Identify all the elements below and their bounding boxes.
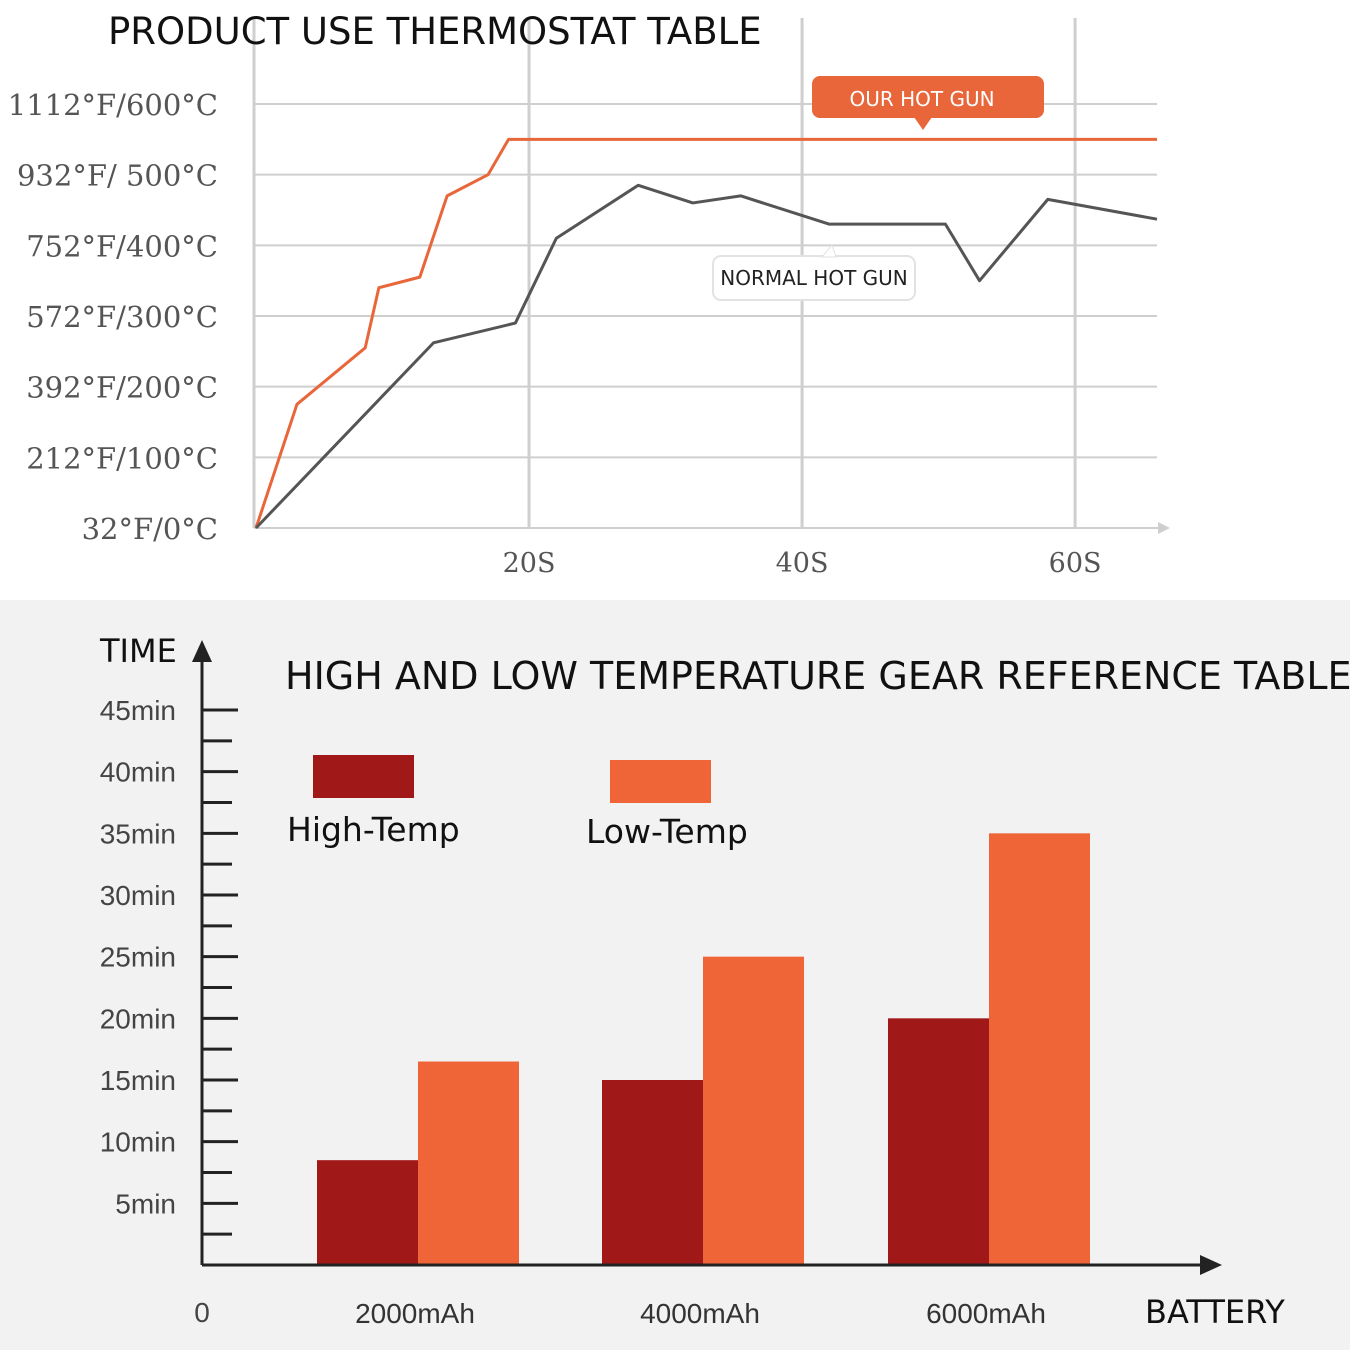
our-hot-gun-callout: OUR HOT GUN	[812, 76, 1044, 130]
legend-low-temp-label: Low-Temp	[586, 812, 748, 851]
bar-low-temp	[989, 833, 1090, 1265]
thermostat-chart-panel: 1112°F/600°C 932°F/ 500°C 752°F/400°C 572°F…	[0, 0, 1350, 600]
bar-high-temp	[888, 1018, 989, 1265]
normal-hot-gun-line	[254, 183, 1158, 530]
thermostat-chart: 1112°F/600°C 932°F/ 500°C 752°F/400°C 572°F…	[8, 10, 1170, 579]
y-tick-label: 212°F/100°C	[26, 441, 218, 475]
x-tick-label: 20S	[503, 548, 556, 579]
x-axis-arrow	[1200, 1255, 1222, 1275]
y-tick-label: 5min	[115, 1188, 176, 1219]
normal-hot-gun-callout-box	[712, 255, 916, 301]
x-tick-label: 60S	[1049, 548, 1102, 579]
bar-low-temp	[418, 1061, 519, 1265]
our-hot-gun-line	[254, 137, 1157, 529]
y-tick-label: 1112°F/600°C	[8, 88, 218, 122]
y-tick-label: 40min	[100, 757, 176, 788]
y-tick-label: 35min	[100, 818, 176, 849]
x-tick-label: 40S	[776, 548, 829, 579]
y-tick-label: 30min	[100, 880, 176, 911]
y-tick-label: 45min	[100, 695, 176, 726]
y-tick-label: 932°F/ 500°C	[17, 159, 218, 193]
x-axis-label: BATTERY	[1145, 1293, 1285, 1331]
normal-hot-gun-label: NORMAL HOT GUN	[720, 266, 908, 290]
legend: High-Temp Low-Temp	[287, 755, 748, 851]
bar-low-temp	[703, 956, 804, 1265]
y-axis-arrow	[192, 640, 212, 662]
x-axis-arrow	[1158, 522, 1170, 534]
y-tick-label: 752°F/400°C	[26, 229, 218, 263]
y-tick-label: 15min	[100, 1065, 176, 1096]
gear-reference-chart-title: HIGH AND LOW TEMPERATURE GEAR REFERENCE …	[285, 654, 1350, 698]
thermostat-chart-title: PRODUCT USE THERMOSTAT TABLE	[108, 10, 762, 53]
our-hot-gun-callout-pointer	[914, 117, 932, 130]
x-tick-label: 4000mAh	[640, 1298, 760, 1329]
legend-high-temp-swatch	[313, 755, 414, 798]
legend-low-temp-swatch	[610, 760, 711, 803]
y-tick-label: 392°F/200°C	[26, 371, 218, 405]
normal-hot-gun-callout: NORMAL HOT GUN	[712, 243, 916, 301]
y-tick-label: 32°F/0°C	[82, 512, 218, 546]
y-tick-label: 25min	[100, 942, 176, 973]
legend-high-temp-label: High-Temp	[287, 810, 460, 849]
gear-reference-chart-panel: 45min 40min 35min 30min 25min 20min 15min 10min…	[0, 600, 1350, 1350]
x-tick-label: 6000mAh	[926, 1298, 1046, 1329]
our-hot-gun-callout-box	[812, 76, 1044, 118]
bar-high-temp	[602, 1080, 703, 1265]
y-tick-label: 10min	[100, 1127, 176, 1158]
gear-reference-chart: 45min 40min 35min 30min 25min 20min 15min 10min…	[99, 632, 1350, 1331]
normal-hot-gun-callout-pointer	[820, 243, 837, 258]
our-hot-gun-label: OUR HOT GUN	[849, 87, 994, 111]
origin-label: 0	[194, 1297, 210, 1328]
y-tick-label: 572°F/300°C	[26, 300, 218, 334]
y-axis-label: TIME	[99, 632, 177, 670]
x-tick-label: 2000mAh	[355, 1298, 475, 1329]
y-tick-label: 20min	[100, 1003, 176, 1034]
bar-high-temp	[317, 1160, 418, 1265]
